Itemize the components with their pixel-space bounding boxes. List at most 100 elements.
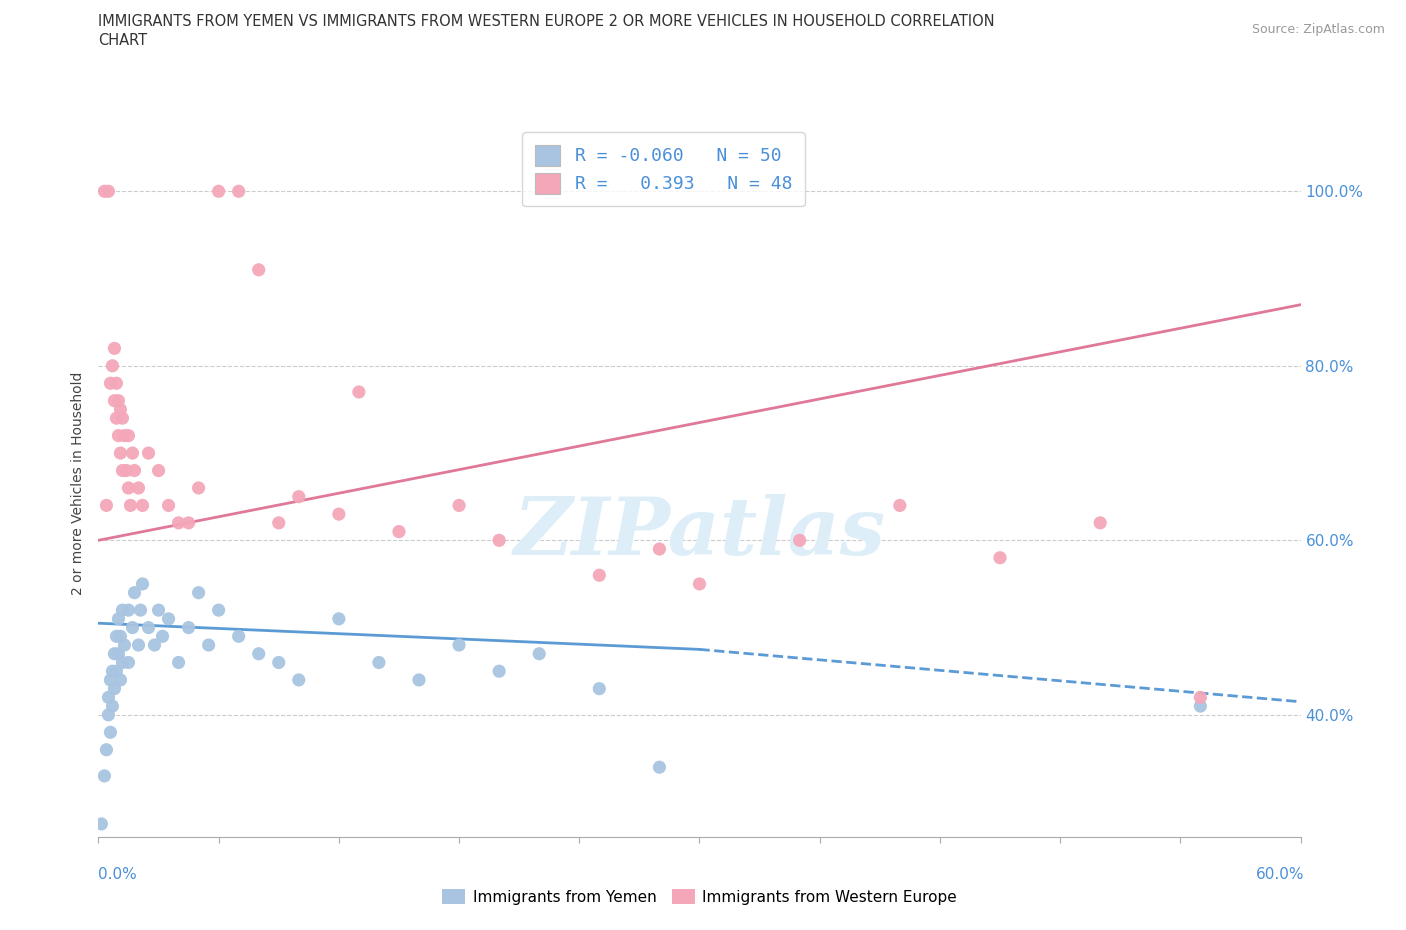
Point [267,655,290,670]
Point [197,638,219,653]
Point [111,411,134,426]
Point [105,629,128,644]
Point [388,525,411,539]
Point [103,646,125,661]
Text: 0.0%: 0.0% [98,867,138,882]
Point [447,638,470,653]
Point [97,690,120,705]
Point [148,603,170,618]
Point [167,515,190,530]
Point [110,445,132,460]
Point [90,817,112,831]
Point [138,445,160,460]
Point [128,481,150,496]
Legend: R = -0.060   N = 50, R =   0.393   N = 48: R = -0.060 N = 50, R = 0.393 N = 48 [522,132,804,206]
Point [789,533,811,548]
Point [107,646,129,661]
Point [648,541,671,556]
Point [103,681,125,696]
Point [1189,690,1212,705]
Point [121,445,143,460]
Text: IMMIGRANTS FROM YEMEN VS IMMIGRANTS FROM WESTERN EUROPE 2 OR MORE VEHICLES IN HO: IMMIGRANTS FROM YEMEN VS IMMIGRANTS FROM… [98,14,995,29]
Point [117,603,139,618]
Point [143,638,166,653]
Point [267,515,290,530]
Point [97,184,120,199]
Point [128,638,150,653]
Point [328,611,350,626]
Point [120,498,142,512]
Point [105,664,128,679]
Point [488,533,510,548]
Point [114,428,136,443]
Point [988,551,1011,565]
Point [157,611,180,626]
Point [117,655,139,670]
Point [689,577,711,591]
Point [1189,698,1212,713]
Point [103,341,125,356]
Point [97,708,120,723]
Point [129,603,152,618]
Point [96,498,118,512]
Point [107,428,129,443]
Point [124,463,146,478]
Point [208,184,231,199]
Point [124,585,146,600]
Point [208,603,231,618]
Point [167,655,190,670]
Point [105,411,128,426]
Point [96,742,118,757]
Point [228,184,250,199]
Text: 60.0%: 60.0% [1257,867,1305,882]
Point [101,358,124,373]
Point [103,393,125,408]
Point [347,384,370,399]
Point [447,498,470,512]
Point [110,672,132,687]
Point [115,463,138,478]
Point [247,646,270,661]
Point [368,655,391,670]
Point [114,638,136,653]
Text: CHART: CHART [98,33,148,47]
Point [488,664,510,679]
Y-axis label: 2 or more Vehicles in Household: 2 or more Vehicles in Household [72,372,86,595]
Point [288,672,311,687]
Point [889,498,911,512]
Text: Source: ZipAtlas.com: Source: ZipAtlas.com [1251,23,1385,36]
Point [110,402,132,417]
Point [228,629,250,644]
Point [111,463,134,478]
Point [100,376,122,391]
Point [328,507,350,522]
Point [588,568,610,583]
Point [93,768,115,783]
Point [111,655,134,670]
Point [187,585,209,600]
Point [588,681,610,696]
Point [101,664,124,679]
Point [121,620,143,635]
Point [105,376,128,391]
Point [111,603,134,618]
Text: ZIPatlas: ZIPatlas [513,495,886,572]
Point [117,428,139,443]
Point [1088,515,1111,530]
Point [177,620,200,635]
Point [93,184,115,199]
Point [408,672,430,687]
Point [187,481,209,496]
Point [177,515,200,530]
Point [529,646,551,661]
Point [107,393,129,408]
Point [152,629,174,644]
Point [131,498,153,512]
Point [110,629,132,644]
Point [648,760,671,775]
Point [107,611,129,626]
Point [138,620,160,635]
Point [101,698,124,713]
Point [100,724,122,739]
Point [157,498,180,512]
